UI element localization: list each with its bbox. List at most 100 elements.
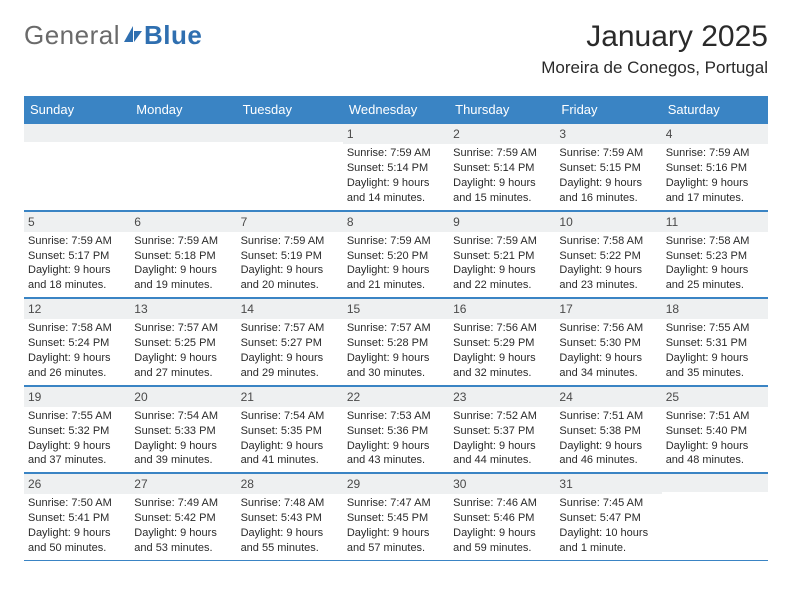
day-cell: 20Sunrise: 7:54 AMSunset: 5:33 PMDayligh…: [130, 387, 236, 473]
detail-line: Sunset: 5:31 PM: [666, 336, 764, 351]
day-cell: 11Sunrise: 7:58 AMSunset: 5:23 PMDayligh…: [662, 212, 768, 298]
day-details: Sunrise: 7:59 AMSunset: 5:15 PMDaylight:…: [555, 144, 661, 209]
detail-line: Sunrise: 7:51 AM: [666, 409, 764, 424]
detail-line: Daylight: 9 hours: [28, 263, 126, 278]
day-number: [662, 474, 768, 492]
day-details: Sunrise: 7:59 AMSunset: 5:20 PMDaylight:…: [343, 232, 449, 297]
detail-line: and 50 minutes.: [28, 541, 126, 556]
day-details: Sunrise: 7:59 AMSunset: 5:21 PMDaylight:…: [449, 232, 555, 297]
detail-line: Sunrise: 7:59 AM: [453, 146, 551, 161]
logo-blue-text: Blue: [144, 20, 202, 51]
day-details: Sunrise: 7:55 AMSunset: 5:32 PMDaylight:…: [24, 407, 130, 472]
day-details: Sunrise: 7:57 AMSunset: 5:28 PMDaylight:…: [343, 319, 449, 384]
detail-line: and 30 minutes.: [347, 366, 445, 381]
detail-line: Sunset: 5:28 PM: [347, 336, 445, 351]
detail-line: Sunset: 5:19 PM: [241, 249, 339, 264]
detail-line: Sunrise: 7:59 AM: [453, 234, 551, 249]
detail-line: Daylight: 9 hours: [28, 439, 126, 454]
detail-line: Sunrise: 7:59 AM: [241, 234, 339, 249]
day-details: Sunrise: 7:51 AMSunset: 5:40 PMDaylight:…: [662, 407, 768, 472]
detail-line: Sunrise: 7:59 AM: [347, 146, 445, 161]
week-row: 26Sunrise: 7:50 AMSunset: 5:41 PMDayligh…: [24, 473, 768, 561]
week-row: 19Sunrise: 7:55 AMSunset: 5:32 PMDayligh…: [24, 386, 768, 474]
detail-line: Sunset: 5:20 PM: [347, 249, 445, 264]
day-details: Sunrise: 7:53 AMSunset: 5:36 PMDaylight:…: [343, 407, 449, 472]
detail-line: and 27 minutes.: [134, 366, 232, 381]
detail-line: Sunrise: 7:56 AM: [453, 321, 551, 336]
day-header-row: Sunday Monday Tuesday Wednesday Thursday…: [24, 96, 768, 123]
header: General Blue January 2025 Moreira de Con…: [24, 20, 768, 78]
detail-line: Sunset: 5:40 PM: [666, 424, 764, 439]
detail-line: Daylight: 9 hours: [241, 439, 339, 454]
detail-line: and 59 minutes.: [453, 541, 551, 556]
day-cell: 26Sunrise: 7:50 AMSunset: 5:41 PMDayligh…: [24, 474, 130, 560]
detail-line: Sunrise: 7:46 AM: [453, 496, 551, 511]
detail-line: and 17 minutes.: [666, 191, 764, 206]
day-cell: 29Sunrise: 7:47 AMSunset: 5:45 PMDayligh…: [343, 474, 449, 560]
day-details: Sunrise: 7:51 AMSunset: 5:38 PMDaylight:…: [555, 407, 661, 472]
day-cell: 31Sunrise: 7:45 AMSunset: 5:47 PMDayligh…: [555, 474, 661, 560]
detail-line: Sunset: 5:37 PM: [453, 424, 551, 439]
day-number: 20: [130, 387, 236, 407]
detail-line: and 48 minutes.: [666, 453, 764, 468]
day-cell: 28Sunrise: 7:48 AMSunset: 5:43 PMDayligh…: [237, 474, 343, 560]
detail-line: Sunset: 5:47 PM: [559, 511, 657, 526]
day-number: 28: [237, 474, 343, 494]
detail-line: Daylight: 9 hours: [241, 351, 339, 366]
detail-line: Daylight: 9 hours: [453, 263, 551, 278]
detail-line: Sunrise: 7:51 AM: [559, 409, 657, 424]
detail-line: Sunset: 5:27 PM: [241, 336, 339, 351]
detail-line: Daylight: 9 hours: [453, 176, 551, 191]
detail-line: Daylight: 9 hours: [347, 351, 445, 366]
detail-line: Sunrise: 7:58 AM: [559, 234, 657, 249]
detail-line: Sunset: 5:38 PM: [559, 424, 657, 439]
day-cell: 16 Sunrise: 7:56 AMSunset: 5:29 PMDayligh…: [449, 299, 555, 385]
detail-line: Sunset: 5:43 PM: [241, 511, 339, 526]
detail-line: Sunrise: 7:49 AM: [134, 496, 232, 511]
detail-line: and 22 minutes.: [453, 278, 551, 293]
detail-line: and 19 minutes.: [134, 278, 232, 293]
detail-line: Sunset: 5:30 PM: [559, 336, 657, 351]
detail-line: Sunset: 5:29 PM: [453, 336, 551, 351]
detail-line: Sunset: 5:45 PM: [347, 511, 445, 526]
day-number: 2: [449, 124, 555, 144]
detail-line: Daylight: 9 hours: [134, 526, 232, 541]
day-cell: 30Sunrise: 7:46 AMSunset: 5:46 PMDayligh…: [449, 474, 555, 560]
detail-line: Sunset: 5:41 PM: [28, 511, 126, 526]
detail-line: Daylight: 9 hours: [666, 439, 764, 454]
day-number: 29: [343, 474, 449, 494]
day-details: Sunrise: 7:54 AMSunset: 5:33 PMDaylight:…: [130, 407, 236, 472]
detail-line: Sunset: 5:15 PM: [559, 161, 657, 176]
day-details: Sunrise: 7:56 AMSunset: 5:30 PMDaylight:…: [555, 319, 661, 384]
day-cell: 21Sunrise: 7:54 AMSunset: 5:35 PMDayligh…: [237, 387, 343, 473]
detail-line: Sunset: 5:23 PM: [666, 249, 764, 264]
day-number: 16: [449, 299, 555, 319]
detail-line: Sunrise: 7:56 AM: [559, 321, 657, 336]
day-header: Tuesday: [237, 96, 343, 123]
detail-line: Daylight: 9 hours: [453, 351, 551, 366]
detail-line: Daylight: 9 hours: [241, 526, 339, 541]
detail-line: Sunrise: 7:50 AM: [28, 496, 126, 511]
day-number: 6: [130, 212, 236, 232]
day-details: Sunrise: 7:58 AMSunset: 5:22 PMDaylight:…: [555, 232, 661, 297]
day-cell: [662, 474, 768, 560]
day-cell: 1Sunrise: 7:59 AMSunset: 5:14 PMDaylight…: [343, 124, 449, 210]
day-header: Saturday: [662, 96, 768, 123]
day-details: Sunrise: 7:49 AMSunset: 5:42 PMDaylight:…: [130, 494, 236, 559]
day-number: 7: [237, 212, 343, 232]
detail-line: Daylight: 9 hours: [559, 176, 657, 191]
detail-line: and 26 minutes.: [28, 366, 126, 381]
day-number: 23: [449, 387, 555, 407]
day-cell: [237, 124, 343, 210]
day-details: Sunrise: 7:50 AMSunset: 5:41 PMDaylight:…: [24, 494, 130, 559]
day-cell: 17Sunrise: 7:56 AMSunset: 5:30 PMDayligh…: [555, 299, 661, 385]
detail-line: and 32 minutes.: [453, 366, 551, 381]
day-cell: 25Sunrise: 7:51 AMSunset: 5:40 PMDayligh…: [662, 387, 768, 473]
day-details: Sunrise: 7:59 AMSunset: 5:14 PMDaylight:…: [449, 144, 555, 209]
detail-line: and 23 minutes.: [559, 278, 657, 293]
day-cell: 4Sunrise: 7:59 AMSunset: 5:16 PMDaylight…: [662, 124, 768, 210]
detail-line: Daylight: 9 hours: [134, 263, 232, 278]
day-number: 19: [24, 387, 130, 407]
day-details: Sunrise: 7:58 AMSunset: 5:23 PMDaylight:…: [662, 232, 768, 297]
day-number: [24, 124, 130, 142]
